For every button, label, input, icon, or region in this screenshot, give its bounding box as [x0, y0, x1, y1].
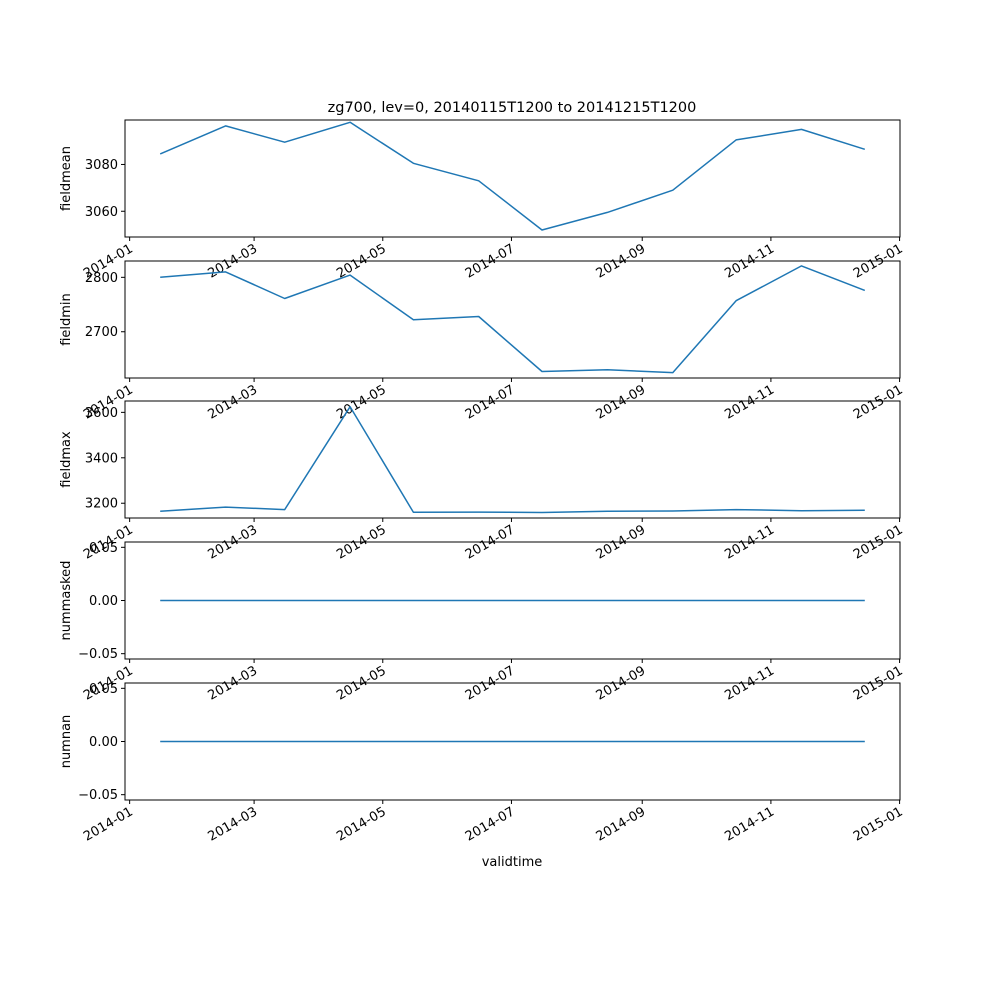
y-tick-label: 0.00: [89, 735, 118, 750]
y-tick-label: 0.05: [89, 541, 118, 556]
series-line-fieldmean: [159, 121, 866, 231]
axes-frame: [124, 400, 901, 519]
y-axis-label: fieldmean: [59, 146, 74, 211]
x-tick-label: 2014-11: [722, 382, 777, 422]
y-tick-label: 2700: [85, 325, 118, 340]
axes-frame: [124, 260, 901, 379]
x-tick-label: 2014-07: [463, 804, 518, 844]
y-tick-label: 3080: [85, 158, 118, 173]
x-tick-label: 2014-09: [594, 382, 649, 422]
x-tick-label: 2014-07: [463, 522, 518, 562]
x-tick-label: 2014-09: [594, 522, 649, 562]
x-tick-label: 2015-01: [851, 241, 906, 281]
x-tick-label: 2014-05: [334, 382, 389, 422]
y-axis-label: fieldmin: [59, 293, 74, 346]
chart-title: zg700, lev=0, 20140115T1200 to 20141215T…: [328, 100, 697, 116]
x-tick-label: 2015-01: [851, 663, 906, 703]
y-axis-label: nummasked: [59, 561, 74, 641]
y-tick-label: −0.05: [78, 788, 118, 803]
series-line-fieldmax: [160, 405, 865, 514]
y-axis-label: numnan: [59, 715, 74, 769]
x-tick-label: 2015-01: [851, 804, 906, 844]
y-axis-label: fieldmax: [59, 431, 74, 488]
x-tick-label: 2014-11: [722, 804, 777, 844]
y-tick-label: 3400: [85, 451, 118, 466]
x-tick-label: 2014-11: [722, 241, 777, 281]
x-tick-label: 2014-07: [463, 663, 518, 703]
axes-frame: [124, 119, 901, 238]
x-tick-label: 2015-01: [851, 382, 906, 422]
x-tick-label: 2014-07: [463, 382, 518, 422]
y-tick-label: 0.00: [89, 594, 118, 609]
x-tick-label: 2014-05: [334, 241, 389, 281]
y-tick-label: 2800: [85, 271, 118, 286]
x-tick-label: 2014-11: [722, 663, 777, 703]
x-tick-label: 2014-03: [206, 382, 261, 422]
x-tick-label: 2014-01: [81, 804, 136, 844]
x-tick-label: 2014-03: [206, 663, 261, 703]
x-tick-label: 2014-09: [594, 663, 649, 703]
y-tick-label: −0.05: [78, 647, 118, 662]
y-tick-label: 3060: [85, 205, 118, 220]
y-tick-label: 0.05: [89, 682, 118, 697]
chart-panels: 3060 3080 fieldmean 2014-01 2014-03 2014-05 20…: [59, 119, 906, 845]
x-tick-label: 2014-07: [463, 241, 518, 281]
x-tick-label: 2015-01: [851, 522, 906, 562]
y-tick-label: 3600: [85, 406, 118, 421]
x-axis-label: validtime: [482, 855, 543, 870]
series-line-fieldmin: [160, 265, 866, 374]
x-tick-label: 2014-05: [334, 522, 389, 562]
x-tick-label: 2014-05: [334, 663, 389, 703]
x-tick-label: 2014-09: [594, 804, 649, 844]
x-tick-label: 2014-09: [594, 241, 649, 281]
x-tick-label: 2014-05: [334, 804, 389, 844]
panel-numnan: −0.05 0.00 0.05 numnan 2014-01 2014-03 2014-05…: [59, 682, 906, 845]
x-tick-label: 2014-11: [722, 522, 777, 562]
x-tick-label: 2014-03: [206, 522, 261, 562]
x-tick-label: 2014-03: [206, 804, 261, 844]
y-tick-label: 3200: [85, 497, 118, 512]
